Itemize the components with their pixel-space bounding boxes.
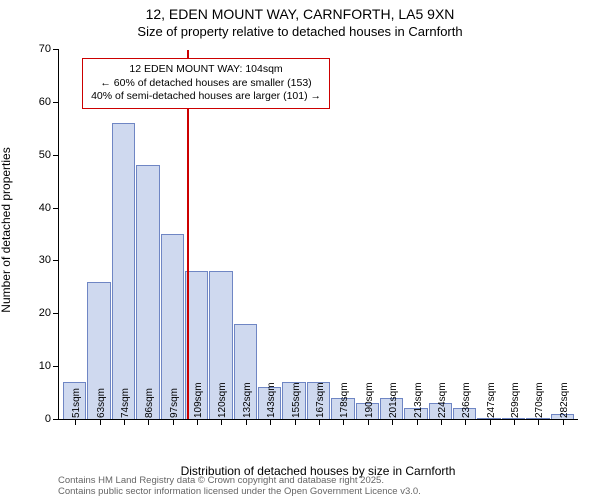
y-tick: 40: [19, 202, 51, 214]
x-tick-label: 143sqm: [266, 382, 277, 418]
x-tick-mark: [392, 419, 393, 425]
x-tick-mark: [514, 419, 515, 425]
x-tick-label: 120sqm: [217, 382, 228, 418]
x-tick-label: 86sqm: [144, 388, 155, 418]
annot-line3: 40% of semi-detached houses are larger (…: [91, 90, 321, 104]
x-tick-label: 167sqm: [315, 382, 326, 418]
x-tick-label: 63sqm: [96, 388, 107, 418]
x-tick-label: 201sqm: [388, 382, 399, 418]
y-tick: 60: [19, 96, 51, 108]
histogram-bar: [136, 165, 159, 419]
x-tick-label: 109sqm: [193, 382, 204, 418]
x-tick-mark: [75, 419, 76, 425]
x-tick-mark: [295, 419, 296, 425]
x-tick-mark: [221, 419, 222, 425]
footer-attribution: Contains HM Land Registry data © Crown c…: [58, 476, 421, 498]
x-tick-mark: [319, 419, 320, 425]
x-tick-label: 51sqm: [71, 388, 82, 418]
x-tick-mark: [441, 419, 442, 425]
annot-line2: ← 60% of detached houses are smaller (15…: [91, 77, 321, 91]
x-tick-mark: [124, 419, 125, 425]
x-tick-mark: [368, 419, 369, 425]
x-tick-label: 259sqm: [510, 382, 521, 418]
x-tick-label: 282sqm: [559, 382, 570, 418]
x-tick-label: 247sqm: [486, 382, 497, 418]
x-tick-mark: [270, 419, 271, 425]
x-tick-label: 213sqm: [413, 382, 424, 418]
y-tick: 70: [19, 43, 51, 55]
x-tick-label: 270sqm: [534, 382, 545, 418]
x-tick-label: 132sqm: [242, 382, 253, 418]
x-tick-mark: [173, 419, 174, 425]
x-tick-label: 224sqm: [437, 382, 448, 418]
x-tick-label: 236sqm: [461, 382, 472, 418]
chart-title-line2: Size of property relative to detached ho…: [0, 24, 600, 39]
x-tick-mark: [563, 419, 564, 425]
x-tick-mark: [538, 419, 539, 425]
annot-line1: 12 EDEN MOUNT WAY: 104sqm: [91, 63, 321, 77]
x-tick-label: 74sqm: [120, 388, 131, 418]
x-tick-label: 178sqm: [339, 382, 350, 418]
x-tick-label: 190sqm: [364, 382, 375, 418]
y-tick: 10: [19, 360, 51, 372]
plot-wrap: 01020304050607051sqm63sqm74sqm86sqm97sqm…: [58, 50, 578, 420]
histogram-bar: [112, 123, 135, 419]
footer-line2: Contains public sector information licen…: [58, 487, 421, 498]
titles-block: 12, EDEN MOUNT WAY, CARNFORTH, LA5 9XN S…: [0, 0, 600, 39]
x-tick-mark: [417, 419, 418, 425]
chart-container: 12, EDEN MOUNT WAY, CARNFORTH, LA5 9XN S…: [0, 0, 600, 500]
y-axis-label: Number of detached properties: [0, 147, 13, 312]
x-tick-mark: [246, 419, 247, 425]
x-tick-mark: [100, 419, 101, 425]
x-tick-mark: [148, 419, 149, 425]
x-tick-mark: [490, 419, 491, 425]
plot-area: 01020304050607051sqm63sqm74sqm86sqm97sqm…: [58, 50, 578, 420]
y-tick: 0: [19, 413, 51, 425]
chart-title-line1: 12, EDEN MOUNT WAY, CARNFORTH, LA5 9XN: [0, 6, 600, 22]
x-tick-mark: [197, 419, 198, 425]
x-tick-mark: [465, 419, 466, 425]
y-tick: 20: [19, 307, 51, 319]
annotation-box: 12 EDEN MOUNT WAY: 104sqm← 60% of detach…: [82, 58, 330, 109]
y-tick: 30: [19, 254, 51, 266]
x-tick-label: 155sqm: [291, 382, 302, 418]
y-tick: 50: [19, 149, 51, 161]
x-tick-mark: [343, 419, 344, 425]
x-tick-label: 97sqm: [169, 388, 180, 418]
